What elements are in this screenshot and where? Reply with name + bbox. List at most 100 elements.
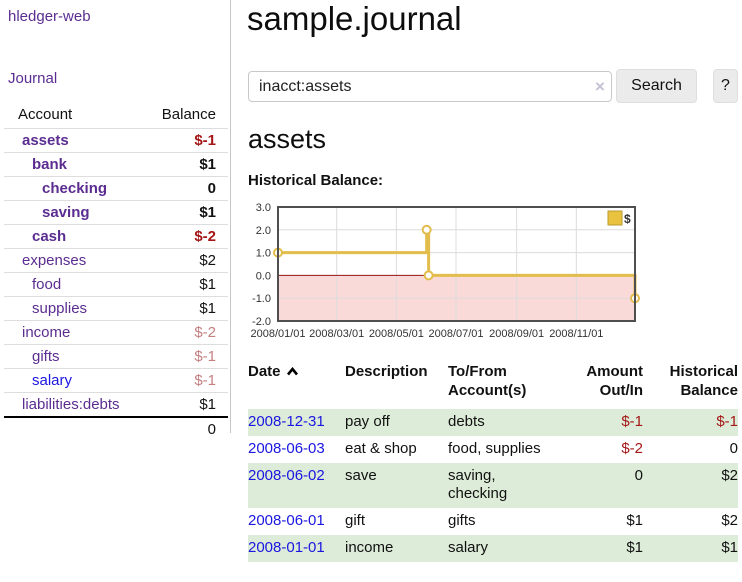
- balance-cell: 0: [729, 440, 738, 457]
- y-tick-label: 0.0: [256, 270, 271, 282]
- sidebar-account-link[interactable]: food: [32, 276, 62, 293]
- account-balance: $-2: [146, 320, 228, 345]
- sidebar: hledger-web Journal Account Balance asse…: [0, 0, 231, 441]
- accounts-cell: saving, checking: [448, 467, 508, 502]
- amount-cell: 0: [634, 467, 643, 484]
- accounts-table: Account Balance assets $-1 bank $1 checking 0…: [4, 103, 228, 441]
- account-row: food $1: [4, 272, 228, 297]
- description-cell: income: [345, 539, 394, 556]
- account-balance: $1: [146, 152, 228, 177]
- clear-search-icon[interactable]: ×: [595, 77, 605, 96]
- sidebar-account-link[interactable]: gifts: [32, 348, 60, 365]
- sidebar-account-link[interactable]: assets: [22, 132, 69, 149]
- x-tick-label: 2008/05/01: [369, 328, 424, 340]
- register-header-row: Date Description To/From Account(s) Amou…: [248, 360, 738, 409]
- sidebar-account-link[interactable]: liabilities:debts: [22, 396, 120, 413]
- col-description[interactable]: Description: [345, 363, 428, 380]
- data-point[interactable]: [421, 224, 432, 235]
- balance-cell: $1: [721, 539, 738, 556]
- chart-section-label: Historical Balance:: [248, 172, 384, 189]
- account-row: supplies $1: [4, 296, 228, 321]
- sidebar-account-link[interactable]: supplies: [32, 300, 88, 317]
- date-cell: 2008-01-01: [248, 535, 345, 562]
- sidebar-account-link[interactable]: income: [22, 324, 71, 341]
- description-cell: save: [345, 467, 377, 484]
- data-point[interactable]: [423, 270, 434, 281]
- account-balance: $-1: [146, 344, 228, 369]
- date-cell: 2008-06-02: [248, 463, 345, 508]
- col-date[interactable]: Date: [248, 360, 345, 409]
- search-button[interactable]: Search: [616, 69, 697, 103]
- account-row: cash $-2: [4, 224, 228, 249]
- col-amount[interactable]: Amount Out/In: [586, 363, 643, 399]
- col-accounts[interactable]: To/From Account(s): [448, 363, 527, 399]
- x-tick-label: 2008/03/01: [309, 328, 364, 340]
- sidebar-account-link[interactable]: saving: [42, 204, 90, 221]
- account-balance: $1: [146, 392, 228, 418]
- date-link[interactable]: 2008-12-31: [248, 413, 325, 430]
- app-title-link[interactable]: hledger-web: [8, 8, 91, 25]
- account-balance: $-1: [146, 368, 228, 393]
- x-tick-label: 2008/11/01: [549, 328, 603, 340]
- col-date-label: Date: [248, 363, 281, 380]
- account-balance: $1: [146, 296, 228, 321]
- balance-cell: $2: [721, 467, 738, 484]
- accounts-cell: salary: [448, 539, 489, 556]
- col-balance[interactable]: Historical Balance: [669, 363, 738, 399]
- account-balance: $-1: [146, 128, 228, 153]
- y-tick-label: -2.0: [252, 316, 271, 328]
- sidebar-account-link[interactable]: expenses: [22, 252, 87, 269]
- y-tick-label: 2.0: [256, 225, 271, 237]
- account-row: saving $1: [4, 200, 228, 225]
- accounts-total-row: 0: [4, 416, 228, 441]
- account-balance: $1: [146, 272, 228, 297]
- sidebar-account-link[interactable]: bank: [32, 156, 68, 173]
- account-row: checking 0: [4, 176, 228, 201]
- sidebar-account-link[interactable]: checking: [42, 180, 108, 197]
- register-row: 2008-06-02 save saving, checking 0 $2: [248, 463, 738, 508]
- accounts-cell: gifts: [448, 512, 476, 529]
- amount-cell: $1: [626, 512, 643, 529]
- account-row: expenses $2: [4, 248, 228, 273]
- y-tick-label: 1.0: [256, 248, 271, 260]
- sidebar-account-link[interactable]: cash: [32, 228, 67, 245]
- accounts-total-spacer: [4, 416, 147, 441]
- sort-ascending-icon: [286, 366, 298, 376]
- date-link[interactable]: 2008-01-01: [248, 539, 325, 556]
- date-cell: 2008-06-03: [248, 436, 345, 463]
- sidebar-item-journal[interactable]: Journal: [8, 70, 58, 87]
- legend-swatch: [607, 210, 623, 226]
- date-link[interactable]: 2008-06-02: [248, 467, 325, 484]
- accounts-col-account: Account: [4, 103, 147, 129]
- accounts-col-balance: Balance: [146, 103, 228, 129]
- sidebar-account-link[interactable]: salary: [32, 372, 73, 389]
- account-row: assets $-1: [4, 128, 228, 153]
- account-balance: $2: [146, 248, 228, 273]
- date-link[interactable]: 2008-06-01: [248, 512, 325, 529]
- y-tick-label: -1.0: [252, 293, 271, 305]
- date-link[interactable]: 2008-06-03: [248, 440, 325, 457]
- search-input[interactable]: [248, 71, 612, 102]
- balance-cell: $2: [721, 512, 738, 529]
- register-row: 2008-06-03 eat & shop food, supplies $-2 0: [248, 436, 738, 463]
- register-row: 2008-12-31 pay off debts $-1 $-1: [248, 409, 738, 436]
- legend-label: $: [624, 212, 631, 226]
- account-balance: $-2: [146, 224, 228, 249]
- register-row: 2008-06-01 gift gifts $1 $2: [248, 508, 738, 535]
- account-heading: assets: [248, 124, 327, 154]
- account-row: gifts $-1: [4, 344, 228, 369]
- accounts-cell: food, supplies: [448, 440, 541, 457]
- register-table: Date Description To/From Account(s) Amou…: [248, 360, 738, 562]
- help-button[interactable]: ?: [713, 69, 738, 103]
- accounts-total-value: 0: [146, 416, 228, 441]
- x-tick-label: 2008/01/01: [250, 328, 305, 340]
- date-cell: 2008-06-01: [248, 508, 345, 535]
- register-row: 2008-01-01 income salary $1 $1: [248, 535, 738, 562]
- x-tick-label: 2008/07/01: [428, 328, 483, 340]
- account-row: salary $-1: [4, 368, 228, 393]
- accounts-cell: debts: [448, 413, 485, 430]
- description-cell: eat & shop: [345, 440, 417, 457]
- account-row: liabilities:debts $1: [4, 392, 228, 418]
- y-tick-label: 3.0: [256, 202, 271, 214]
